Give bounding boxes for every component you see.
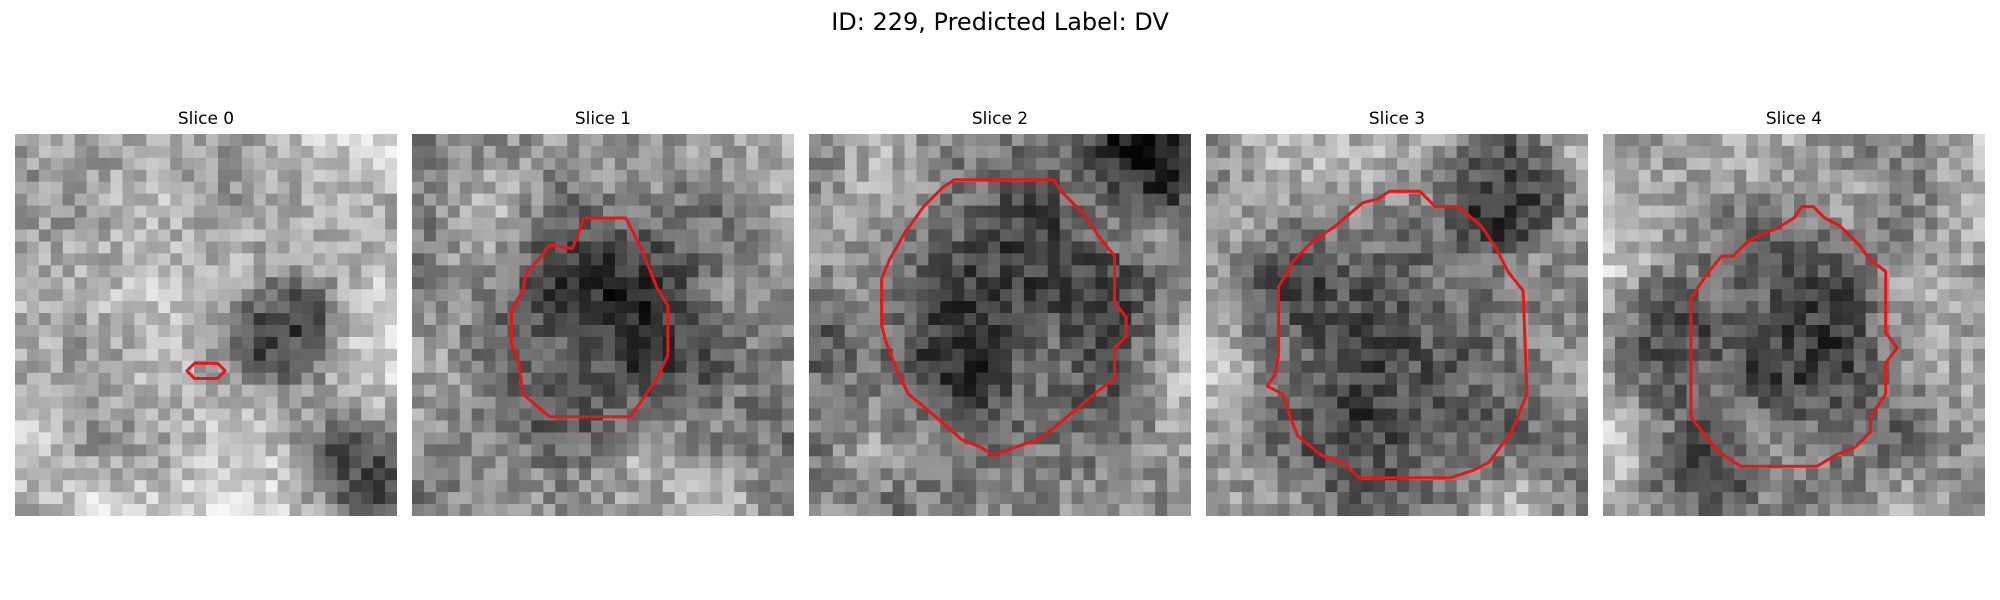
slice-title: Slice 1	[574, 109, 632, 129]
figure-title: ID: 229, Predicted Label: DV	[831, 8, 1169, 36]
slice-image	[1603, 134, 1985, 516]
segmentation-outline	[1689, 205, 1899, 468]
segmentation-outline	[185, 361, 227, 380]
slice-title: Slice 0	[177, 109, 235, 129]
slice-image	[1206, 134, 1588, 516]
slice-title: Slice 3	[1368, 109, 1426, 129]
slice-image	[15, 134, 397, 516]
slice-image	[809, 134, 1191, 516]
slice-title: Slice 4	[1765, 109, 1823, 129]
slice-panel-4: Slice 4	[1603, 108, 1985, 516]
slice-panel-2: Slice 2	[809, 108, 1191, 516]
segmentation-outline	[509, 216, 670, 419]
slice-image	[412, 134, 794, 516]
slice-title: Slice 2	[971, 109, 1029, 129]
slice-panel-1: Slice 1	[412, 108, 794, 516]
slice-panel-3: Slice 3	[1206, 108, 1588, 516]
segmentation-outline	[880, 178, 1128, 457]
slice-panel-0: Slice 0	[15, 108, 397, 516]
segmentation-outline	[1265, 189, 1529, 480]
